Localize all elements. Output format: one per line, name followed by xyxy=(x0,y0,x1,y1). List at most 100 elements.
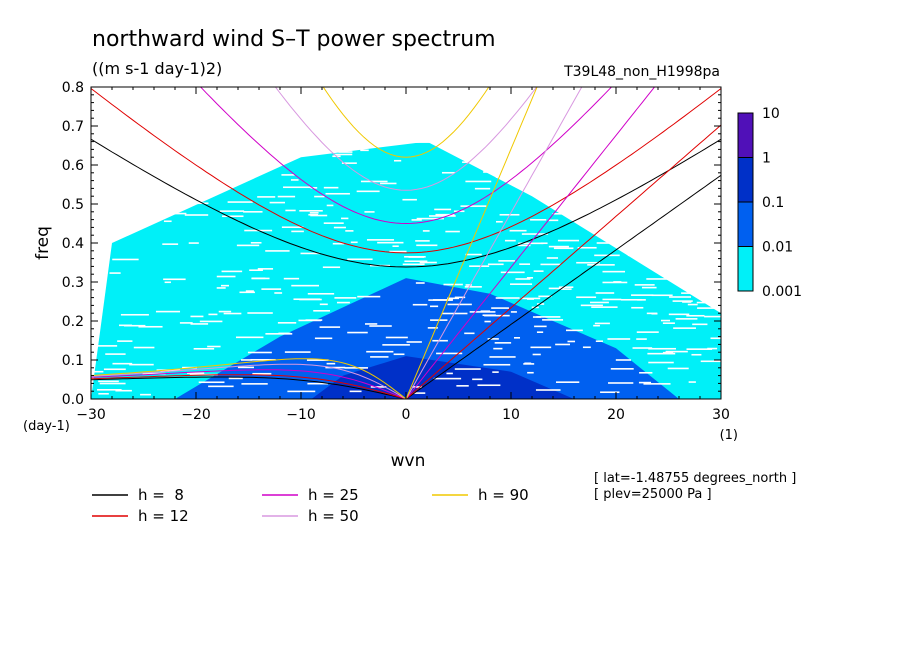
texture-gap xyxy=(469,265,490,267)
texture-gap xyxy=(306,359,329,361)
texture-gap xyxy=(140,393,151,396)
texture-gap xyxy=(341,217,349,220)
texture-gap xyxy=(299,209,323,212)
texture-gap xyxy=(600,224,607,226)
rossby-curve-h90 xyxy=(91,358,407,399)
colorbar-label: 1 xyxy=(762,151,771,167)
texture-gap xyxy=(219,126,247,128)
texture-gap xyxy=(507,122,518,124)
texture-gap xyxy=(536,331,544,333)
texture-gap xyxy=(535,389,561,391)
texture-gap xyxy=(692,323,708,326)
texture-gap xyxy=(127,174,147,176)
texture-gap xyxy=(484,320,491,323)
rossby-curve-h12 xyxy=(91,374,407,399)
colorbar-swatch xyxy=(737,246,754,292)
texture-gap xyxy=(681,292,706,294)
texture-gap xyxy=(154,104,165,107)
rossby-curve-h50 xyxy=(91,363,407,399)
texture-gap xyxy=(133,346,155,349)
texture-gap xyxy=(699,224,716,227)
texture-gap xyxy=(604,180,627,182)
texture-gap xyxy=(652,209,677,212)
texture-gap xyxy=(590,301,609,304)
texture-gap xyxy=(227,201,253,203)
texture-gap xyxy=(675,318,698,320)
texture-gap xyxy=(382,344,410,346)
texture-gap xyxy=(284,351,311,353)
texture-gap xyxy=(198,381,225,384)
texture-gap xyxy=(497,172,526,174)
texture-gap xyxy=(509,229,527,232)
texture-gap xyxy=(250,358,276,361)
texture-gap xyxy=(658,148,686,150)
texture-gap xyxy=(435,213,455,216)
y-tick-label: 0.8 xyxy=(62,80,84,96)
texture-gap xyxy=(228,129,243,132)
rossby-curve-h8 xyxy=(91,376,407,399)
texture-gap xyxy=(164,281,171,284)
texture-gap xyxy=(371,138,398,141)
texture-gap xyxy=(711,227,721,229)
texture-gap xyxy=(430,305,439,308)
legend-label: h = 8 xyxy=(138,486,184,504)
x-axis-label: wvn xyxy=(391,451,426,471)
texture-gap xyxy=(530,219,547,221)
texture-gap xyxy=(142,121,150,123)
texture-gap xyxy=(607,338,631,340)
texture-gap xyxy=(300,137,313,139)
texture-gap xyxy=(515,278,531,280)
texture-gap xyxy=(159,116,166,119)
texture-gap xyxy=(220,284,229,287)
kelvin-curve-h8 xyxy=(405,174,721,399)
texture-gap xyxy=(682,211,705,214)
texture-gap xyxy=(190,315,204,318)
texture-gap xyxy=(289,92,296,94)
texture-gap xyxy=(698,121,721,124)
texture-gap xyxy=(510,311,517,313)
texture-gap xyxy=(160,146,172,148)
texture-gap xyxy=(287,390,316,393)
x-tick-label: 20 xyxy=(607,407,625,423)
texture-gap xyxy=(235,92,264,95)
texture-gap xyxy=(456,385,469,387)
texture-gap xyxy=(514,337,521,339)
texture-gap xyxy=(707,347,718,350)
texture-gap xyxy=(112,258,139,261)
ig-curve-h90 xyxy=(322,87,490,158)
texture-gap xyxy=(281,174,295,176)
texture-gap xyxy=(661,107,683,109)
texture-gap xyxy=(274,115,287,117)
x-tick-label: −30 xyxy=(76,407,106,423)
colorbar-swatch xyxy=(737,112,754,158)
texture-gap xyxy=(207,345,221,348)
texture-gap xyxy=(616,208,643,211)
texture-gap xyxy=(199,163,207,166)
texture-gap xyxy=(633,241,641,244)
texture-gap xyxy=(638,252,648,255)
texture-gap xyxy=(249,158,269,161)
texture-gap xyxy=(370,356,389,358)
texture-gap xyxy=(416,217,444,220)
texture-gap xyxy=(558,286,574,288)
texture-gap xyxy=(356,190,380,193)
legend-label: h = 25 xyxy=(308,486,359,504)
texture-gap xyxy=(274,292,283,294)
texture-gap xyxy=(326,204,334,207)
texture-gap xyxy=(198,114,211,117)
texture-gap xyxy=(415,282,425,284)
texture-gap xyxy=(673,327,696,329)
texture-gap xyxy=(553,247,574,250)
texture-gap xyxy=(446,91,463,94)
kelvin-curve-h12 xyxy=(405,124,721,399)
power-region-2 xyxy=(311,356,574,399)
texture-gap xyxy=(559,288,572,290)
texture-gap xyxy=(360,149,369,152)
texture-gap xyxy=(632,347,653,349)
texture-gap xyxy=(179,322,193,324)
annotation-lat: [ lat=-1.48755 degrees_north ] xyxy=(594,471,796,486)
texture-gap xyxy=(555,343,570,346)
texture-gap xyxy=(539,189,565,192)
texture-gap xyxy=(480,310,491,312)
texture-gap xyxy=(251,277,266,280)
